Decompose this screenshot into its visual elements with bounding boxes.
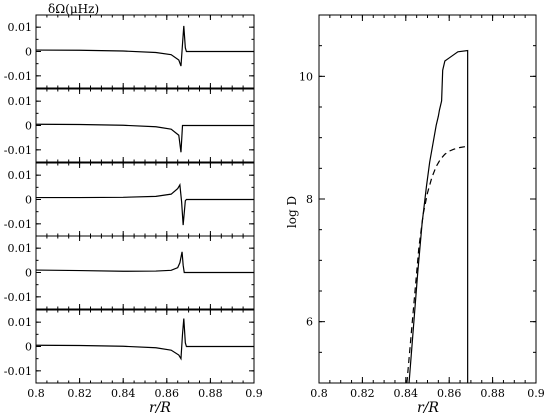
x-tick-label: 0.88 — [198, 387, 223, 400]
left-subplot-3: 0.01 0 -0.01 — [4, 162, 255, 237]
y-tick-label: 0.01 — [8, 95, 33, 108]
left-subplot-5: 0.01 0 -0.01 — [4, 309, 255, 384]
y-tick-label: 0.01 — [8, 21, 33, 34]
left-subplot-4: 0.01 0 -0.01 — [4, 235, 255, 310]
y-tick-label: 0 — [25, 341, 32, 354]
y-tick-label: 0.01 — [8, 242, 33, 255]
x-tick-label: 0.86 — [155, 387, 180, 400]
x-tick-label: 0.84 — [111, 387, 136, 400]
x-tick-label: 0.84 — [394, 387, 419, 400]
left-xlabel: r/R — [149, 400, 171, 416]
x-tick-label: 0.8 — [27, 387, 45, 400]
y-tick-label: -0.01 — [4, 365, 32, 378]
y-tick-label: -0.01 — [4, 144, 32, 157]
y-tick-label: 0 — [25, 267, 32, 280]
y-tick-label: 0 — [25, 46, 32, 59]
y-tick-label: -0.01 — [4, 218, 32, 231]
left-ylabel: δΩ(μHz) — [48, 2, 99, 16]
y-tick-label: 10 — [299, 70, 313, 83]
x-tick-label: 0.88 — [480, 387, 505, 400]
right-xlabel: r/R — [417, 400, 439, 416]
y-tick-label: 0 — [25, 120, 32, 133]
x-tick-label: 0.9 — [527, 387, 544, 400]
y-tick-label: 0.01 — [8, 169, 33, 182]
y-tick-label: 0 — [25, 194, 32, 207]
x-tick-label: 0.8 — [310, 387, 328, 400]
y-tick-label: 0.01 — [8, 316, 33, 329]
x-tick-label: 0.82 — [350, 387, 375, 400]
right-frame — [318, 14, 537, 384]
delta-omega-curve — [35, 25, 254, 67]
delta-omega-curve — [35, 318, 254, 361]
right-panel: 0.8 0.82 0.84 0.86 0.88 0.9 6 8 10 — [299, 14, 544, 400]
y-tick-label: 6 — [306, 316, 313, 329]
delta-omega-curve — [36, 183, 254, 226]
delta-omega-curve — [35, 123, 254, 153]
x-tick-label: 0.9 — [245, 387, 263, 400]
right-ylabel: log D — [285, 196, 299, 228]
log-d-solid-curve — [408, 49, 469, 384]
left-subplot-1: 0.01 0 -0.01 — [4, 14, 255, 89]
y-tick-label: -0.01 — [4, 70, 32, 83]
delta-omega-curve — [35, 251, 254, 274]
y-tick-label: -0.01 — [4, 291, 32, 304]
log-d-dashed-curve — [406, 145, 468, 384]
left-subplot-2: 0.01 0 -0.01 — [4, 88, 255, 163]
x-tick-label: 0.86 — [437, 387, 462, 400]
y-tick-label: 8 — [306, 193, 313, 206]
x-tick-label: 0.82 — [67, 387, 92, 400]
left-panels: 0.01 0 -0.01 0.01 0 -0.01 0.01 0 -0.01 0.01 0 -0.01… — [4, 14, 263, 400]
